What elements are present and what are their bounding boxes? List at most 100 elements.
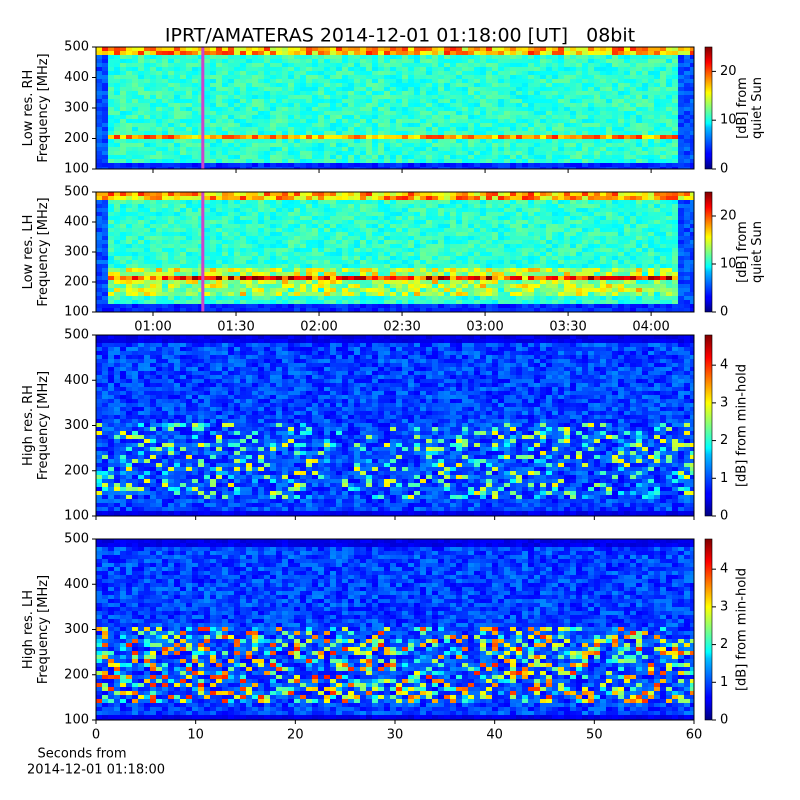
texture-cell (348, 224, 354, 228)
texture-cell (498, 216, 504, 220)
texture-cell (186, 236, 192, 240)
texture-cell (420, 204, 426, 208)
texture-cell (594, 119, 600, 123)
texture-cell (210, 260, 216, 264)
texture-cell (138, 208, 144, 212)
texture-cell (378, 91, 384, 95)
texture-cell (282, 196, 288, 200)
texture-cell (138, 232, 144, 236)
texture-cell (306, 155, 312, 159)
texture-cell (378, 151, 384, 155)
texture-cell (420, 99, 426, 103)
texture-cell (96, 167, 102, 169)
texture-cell (480, 83, 486, 87)
texture-cell (360, 159, 366, 163)
texture-cell (582, 51, 588, 55)
texture-cell (372, 123, 378, 127)
texture-cell (672, 59, 678, 63)
texture-cell (240, 99, 246, 103)
texture-cell (426, 95, 432, 99)
texture-cell (348, 143, 354, 147)
texture-cell (162, 192, 168, 196)
texture-cell (294, 228, 300, 232)
texture-cell (276, 79, 282, 83)
texture-cell (612, 123, 618, 127)
texture-cell (630, 99, 636, 103)
texture-cell (174, 248, 180, 252)
texture-cell (498, 151, 504, 155)
texture-cell (240, 55, 246, 59)
texture-cell (360, 143, 366, 147)
texture-cell (504, 248, 510, 252)
texture-cell (192, 95, 198, 99)
texture-cell (132, 91, 138, 95)
texture-cell (438, 200, 444, 204)
texture-cell (96, 119, 102, 123)
texture-cell (186, 103, 192, 107)
texture-cell (588, 232, 594, 236)
texture-cell (282, 147, 288, 151)
texture-cell (606, 135, 612, 139)
texture-cell (318, 256, 324, 260)
texture-cell (174, 71, 180, 75)
y-axis-label: Frequency [MHz] (36, 53, 51, 162)
texture-cell (342, 232, 348, 236)
texture-cell (582, 147, 588, 151)
texture-cell (294, 107, 300, 111)
texture-cell (546, 119, 552, 123)
texture-cell (516, 111, 522, 115)
texture-cell (636, 248, 642, 252)
texture-cell (324, 228, 330, 232)
texture-cell (522, 99, 528, 103)
texture-cell (126, 220, 132, 224)
texture-cell (126, 236, 132, 240)
texture-cell (210, 59, 216, 63)
texture-cell (258, 264, 264, 268)
texture-cell (420, 91, 426, 95)
texture-cell (114, 204, 120, 208)
texture-cell (138, 212, 144, 216)
texture-cell (624, 216, 630, 220)
texture-cell (420, 47, 426, 51)
texture-cell (570, 212, 576, 216)
texture-cell (222, 51, 228, 55)
texture-cell (426, 107, 432, 111)
texture-cell (126, 167, 132, 169)
texture-cell (126, 252, 132, 256)
texture-cell (594, 208, 600, 212)
texture-cell (246, 264, 252, 268)
texture-cell (102, 240, 108, 244)
texture-cell (564, 151, 570, 155)
texture-cell (630, 115, 636, 119)
texture-cell (630, 131, 636, 135)
texture-cell (540, 228, 546, 232)
texture-cell (486, 111, 492, 115)
texture-cell (186, 151, 192, 155)
texture-cell (462, 167, 468, 169)
texture-cell (246, 79, 252, 83)
texture-cell (264, 196, 270, 200)
texture-cell (642, 95, 648, 99)
texture-cell (216, 87, 222, 91)
texture-cell (444, 163, 450, 167)
texture-cell (396, 228, 402, 232)
texture-cell (210, 167, 216, 169)
texture-cell (354, 139, 360, 143)
texture-cell (396, 127, 402, 131)
texture-cell (198, 111, 204, 115)
texture-cell (324, 240, 330, 244)
texture-cell (222, 151, 228, 155)
texture-cell (456, 196, 462, 200)
texture-cell (264, 260, 270, 264)
texture-cell (258, 99, 264, 103)
texture-cell (564, 139, 570, 143)
texture-cell (528, 204, 534, 208)
texture-cell (372, 204, 378, 208)
texture-cell (282, 220, 288, 224)
texture-cell (156, 260, 162, 264)
texture-cell (336, 256, 342, 260)
texture-cell (474, 208, 480, 212)
texture-cell (222, 95, 228, 99)
texture-cell (276, 51, 282, 55)
texture-cell (426, 228, 432, 232)
